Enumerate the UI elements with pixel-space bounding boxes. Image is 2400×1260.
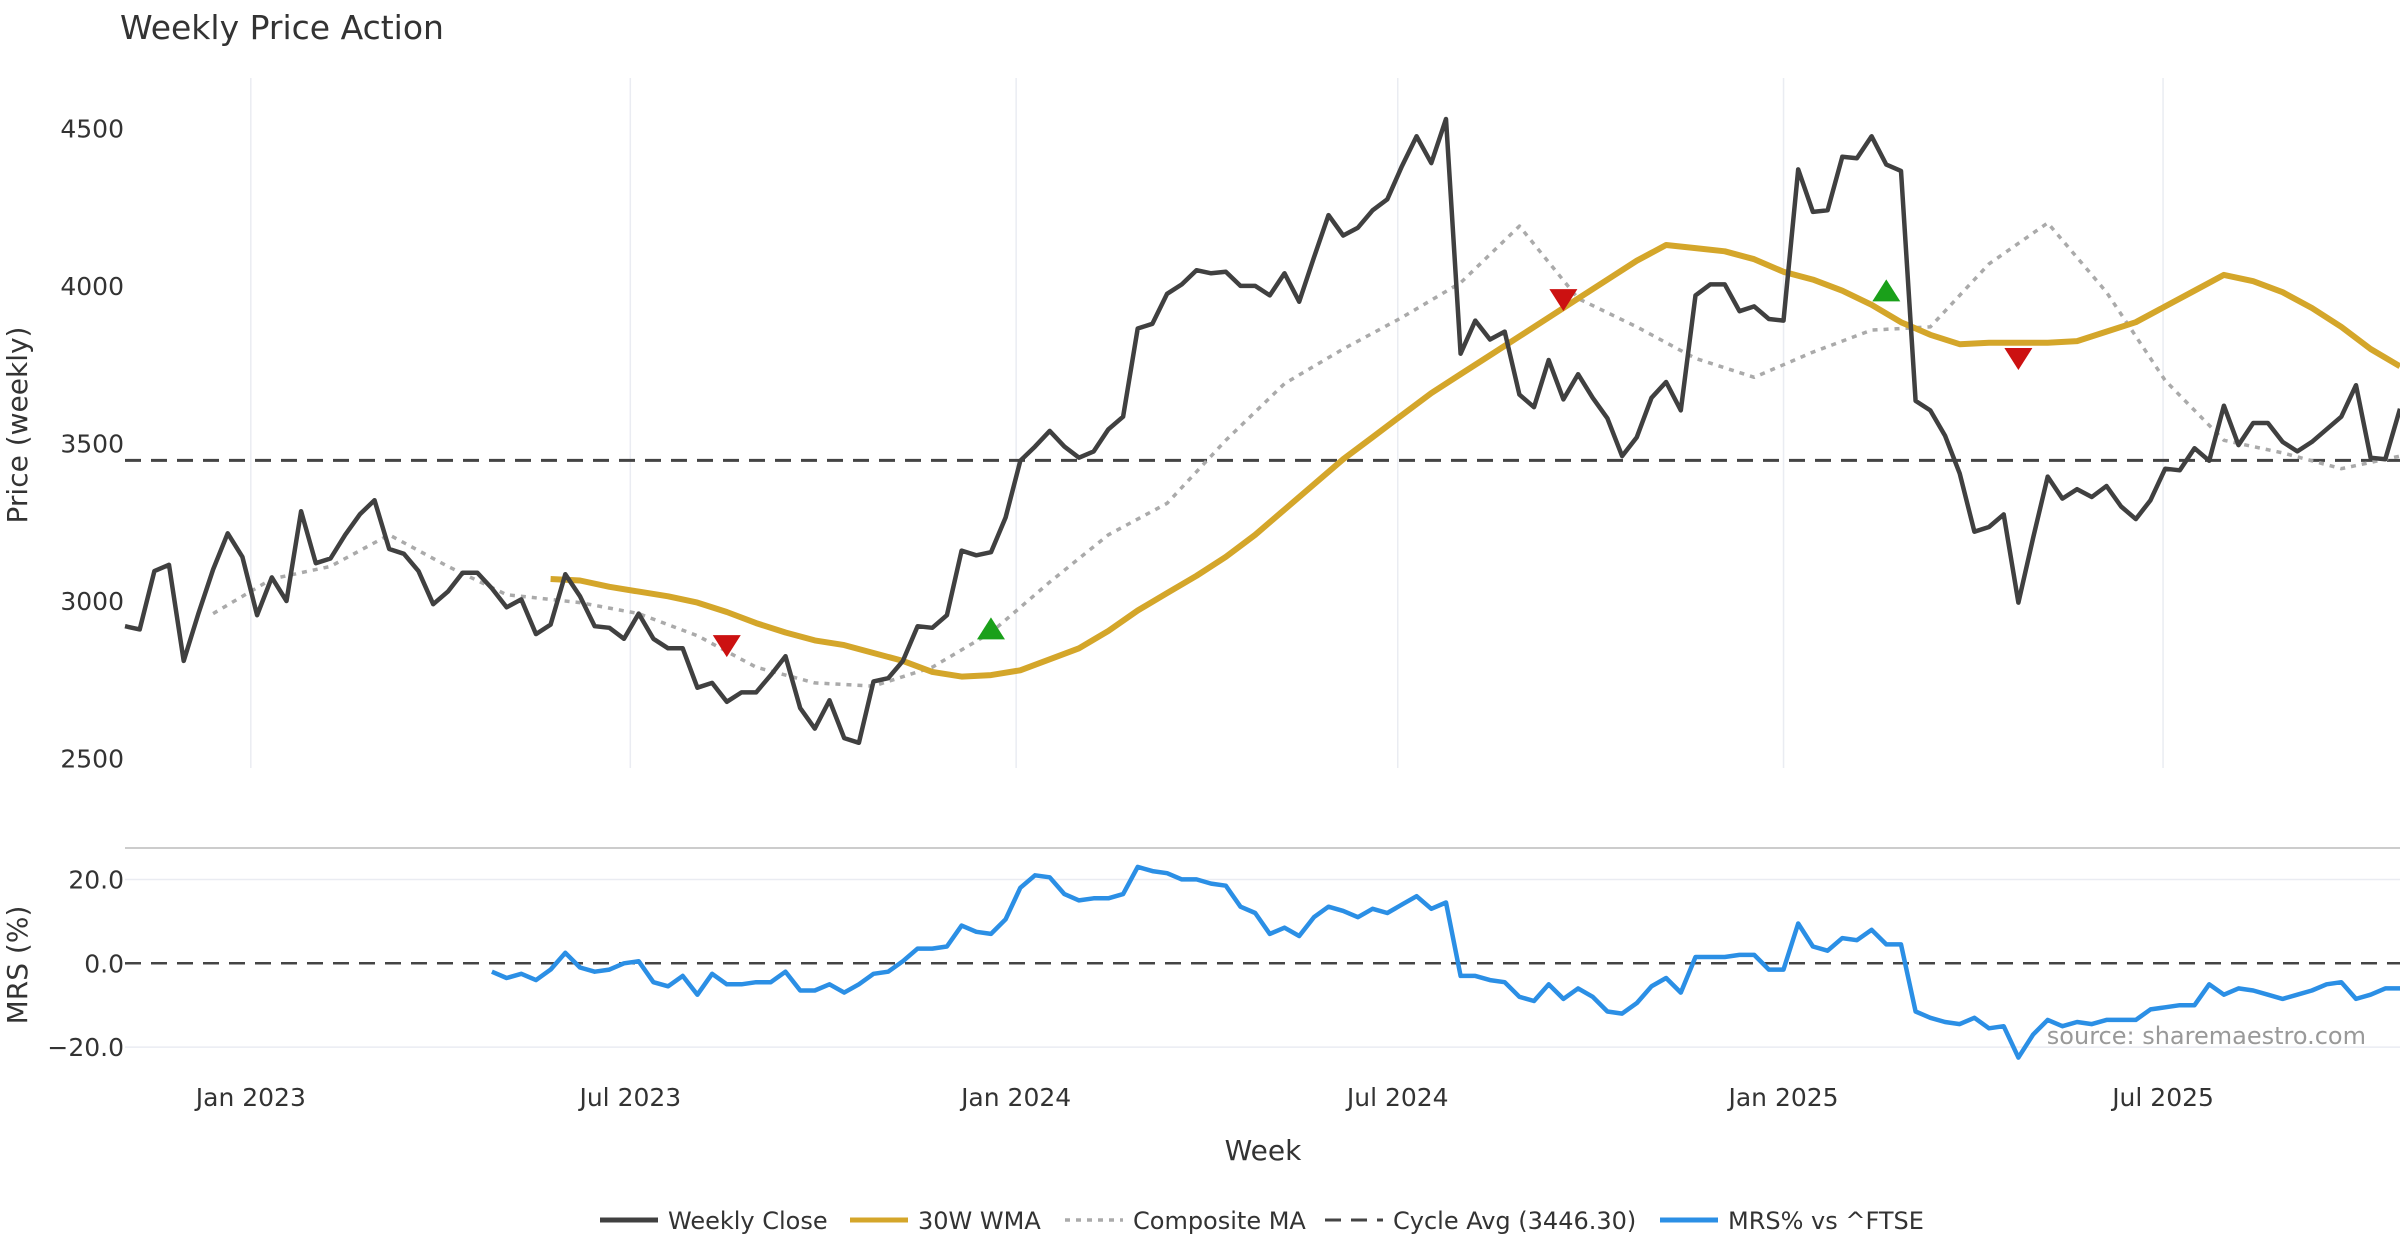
legend-item-label: Cycle Avg (3446.30) xyxy=(1393,1207,1636,1235)
mrs-panel: 20.0 0.0 −20.0 xyxy=(47,847,2400,1062)
x-tick-label: Jan 2023 xyxy=(194,1083,306,1112)
x-axis-title: Week xyxy=(1225,1134,1302,1167)
buy-signal-marker xyxy=(1872,279,1901,302)
sell-signal-marker xyxy=(712,635,741,658)
price-y-tick-label: 4000 xyxy=(60,272,124,301)
x-tick-label: Jan 2025 xyxy=(1726,1083,1838,1112)
composite-ma-line xyxy=(212,221,2400,688)
price-y-tick-label: 3000 xyxy=(60,587,124,616)
x-tick-label: Jul 2024 xyxy=(1345,1083,1449,1112)
sell-signal-marker xyxy=(2004,348,2033,371)
x-tick-label: Jul 2023 xyxy=(577,1083,681,1112)
legend: Weekly Close 30W WMA Composite MA Cycle Avg… xyxy=(600,1207,1924,1235)
mrs-y-tick-label: 20.0 xyxy=(68,865,124,894)
price-y-tick-label: 3500 xyxy=(60,429,124,458)
chart-title: Weekly Price Action xyxy=(120,8,444,47)
x-axis: Jan 2023 Jul 2023 Jan 2024 Jul 2024 Jan 2025… xyxy=(194,1083,2214,1112)
x-tick-label: Jul 2025 xyxy=(2110,1083,2214,1112)
price-y-tick-label: 4500 xyxy=(60,114,124,143)
mrs-y-axis-title: MRS (%) xyxy=(1,906,34,1025)
legend-item-label: MRS% vs ^FTSE xyxy=(1728,1207,1924,1235)
x-tick-label: Jan 2024 xyxy=(959,1083,1071,1112)
price-y-axis-title: Price (weekly) xyxy=(1,327,34,524)
legend-item-label: Weekly Close xyxy=(668,1207,828,1235)
price-y-tick-label: 2500 xyxy=(60,745,124,774)
mrs-y-tick-label: −20.0 xyxy=(47,1033,124,1062)
sell-signal-marker xyxy=(1549,289,1578,312)
source-note: source: sharemaestro.com xyxy=(2047,1022,2366,1050)
legend-item-label: Composite MA xyxy=(1133,1207,1306,1235)
price-panel: 2500 3000 3500 4000 4500 xyxy=(60,78,2400,774)
legend-item-label: 30W WMA xyxy=(918,1207,1041,1235)
weekly-close-line xyxy=(124,116,2400,746)
buy-signal-marker xyxy=(976,617,1005,640)
wma-30w-line xyxy=(550,242,2400,680)
mrs-y-tick-label: 0.0 xyxy=(84,949,124,978)
mrs-line xyxy=(491,864,2400,1060)
